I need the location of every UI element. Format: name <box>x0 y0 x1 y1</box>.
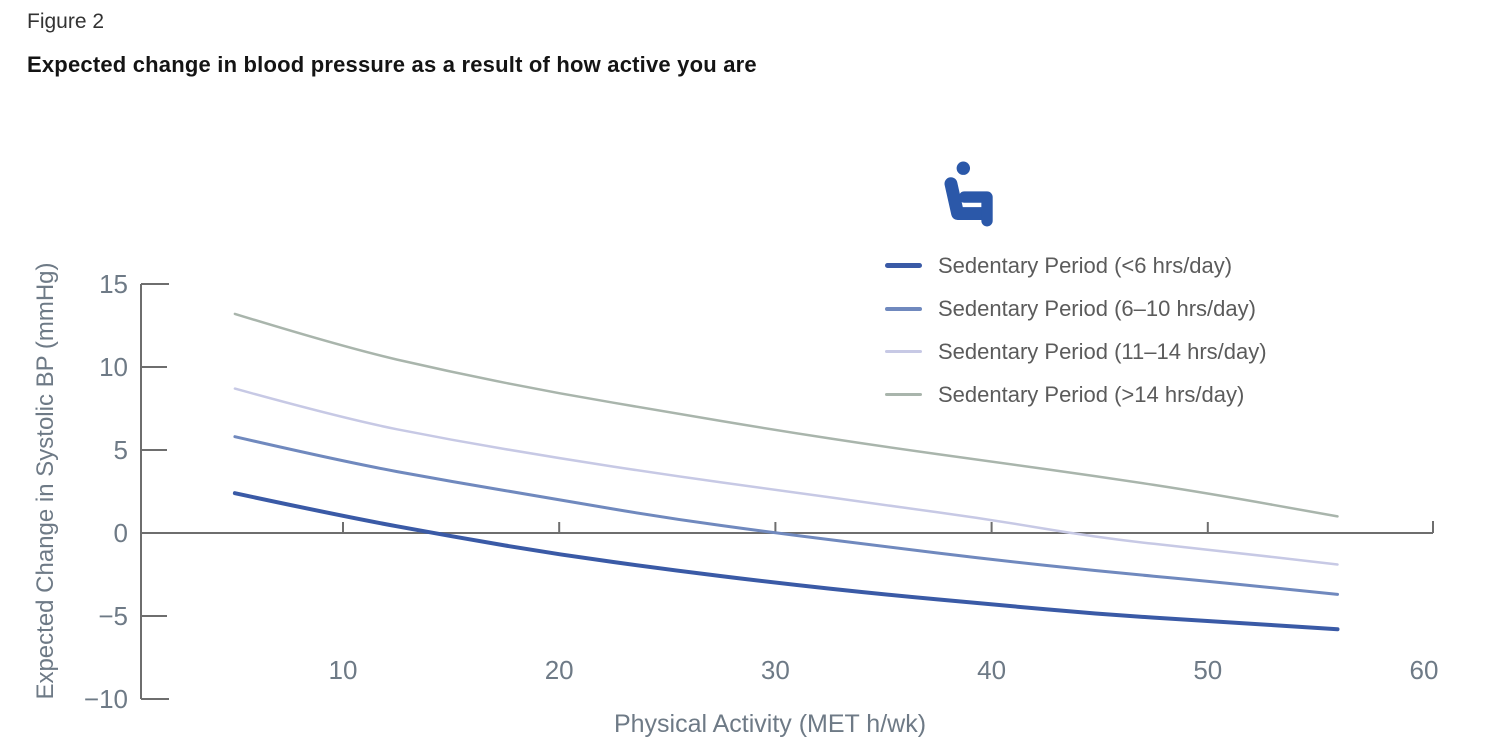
legend-label: Sedentary Period (>14 hrs/day) <box>938 381 1245 407</box>
x-tick-label: 40 <box>977 655 1007 685</box>
x-tick-label: 30 <box>760 655 790 685</box>
seated-person-icon <box>944 161 993 227</box>
series-line-2 <box>233 387 1339 566</box>
legend-item: Sedentary Period (>14 hrs/day) <box>885 373 1267 416</box>
y-tick-label: −10 <box>83 684 128 714</box>
legend-label: Sedentary Period (6–10 hrs/day) <box>938 295 1256 321</box>
legend-swatch <box>885 349 922 354</box>
legend-label: Sedentary Period (11–14 hrs/day) <box>938 338 1267 364</box>
x-tick-label: 50 <box>1193 655 1223 685</box>
chart-legend: Sedentary Period (<6 hrs/day) Sedentary P… <box>885 244 1267 416</box>
y-tick-label: 15 <box>99 269 128 299</box>
legend-label: Sedentary Period (<6 hrs/day) <box>938 252 1233 278</box>
y-tick-label: 5 <box>113 435 128 465</box>
series-line-0 <box>232 491 1340 632</box>
series-line-1 <box>233 435 1339 596</box>
x-tick-label: 10 <box>328 655 358 685</box>
legend-item: Sedentary Period (11–14 hrs/day) <box>885 330 1267 373</box>
legend-swatch <box>885 392 922 397</box>
y-tick-label: −5 <box>98 601 128 631</box>
x-axis-title: Physical Activity (MET h/wk) <box>613 710 927 738</box>
y-tick-label: 0 <box>113 518 128 548</box>
x-tick-label: 60 <box>1409 655 1439 685</box>
figure-label: Figure 2 <box>27 10 105 33</box>
x-tick-label: 20 <box>544 655 574 685</box>
series-line-3 <box>233 312 1339 518</box>
legend-swatch <box>885 263 922 268</box>
legend-item: Sedentary Period (6–10 hrs/day) <box>885 287 1267 330</box>
y-tick-label: 10 <box>99 352 128 382</box>
y-axis-title: Expected Change in Systolic BP (mmHg) <box>32 262 59 700</box>
axes-lines <box>140 283 1434 700</box>
figure-title: Expected change in blood pressure as a r… <box>27 52 757 77</box>
legend-swatch <box>885 306 922 311</box>
legend-item: Sedentary Period (<6 hrs/day) <box>885 244 1267 287</box>
